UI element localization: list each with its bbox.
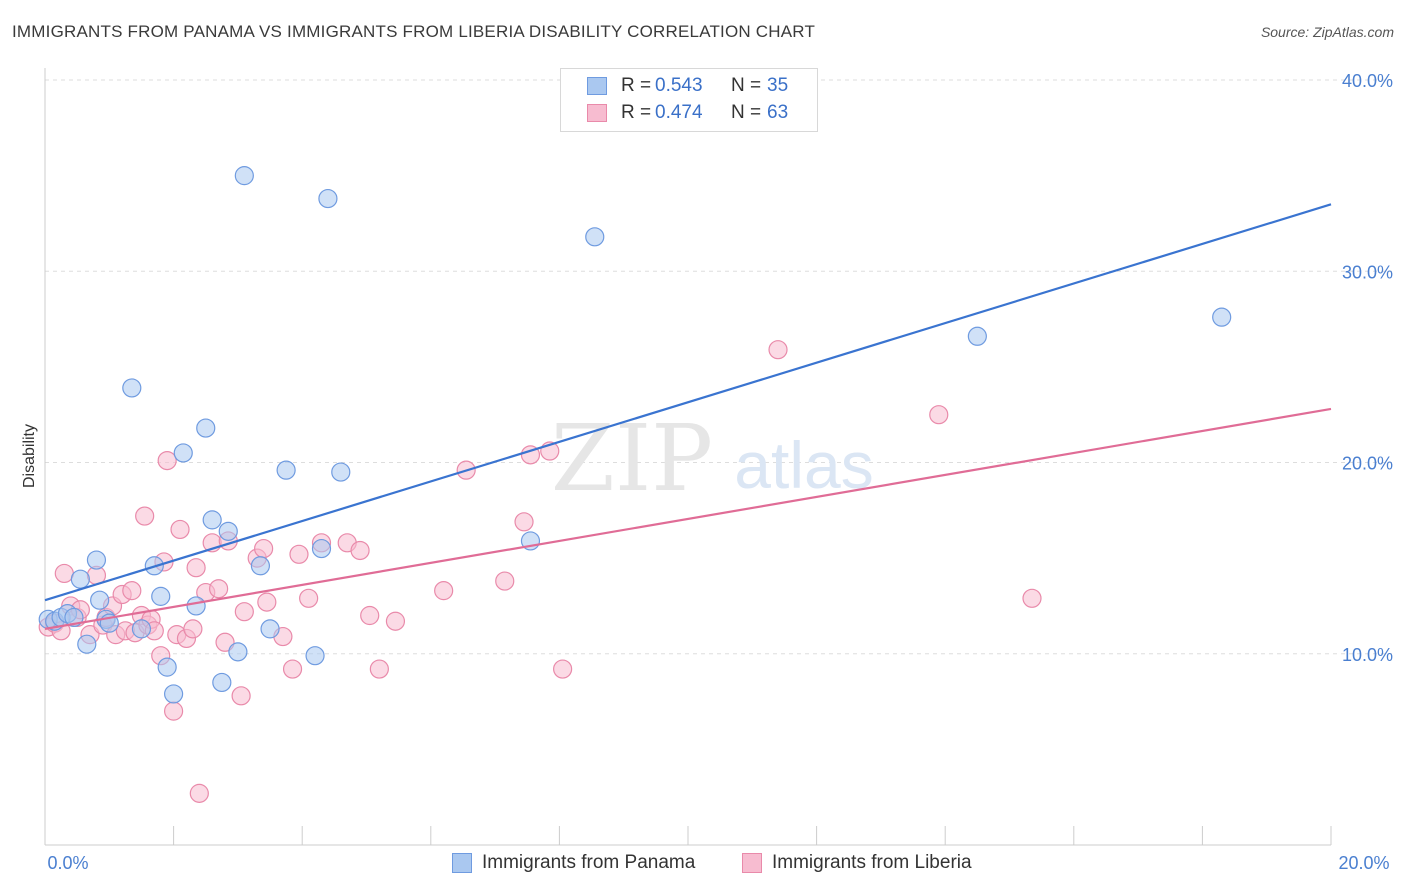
liberia-point xyxy=(553,659,573,679)
legend-swatch-liberia xyxy=(587,104,607,122)
liberia-trend-line xyxy=(44,407,1332,630)
bottom-legend-swatch-liberia xyxy=(742,853,762,873)
liberia-point xyxy=(369,659,389,679)
panama-point xyxy=(173,443,193,463)
panama-point xyxy=(164,684,184,704)
bottom-legend-liberia[interactable]: Immigrants from Liberia xyxy=(742,852,972,874)
x-tick-label: 20.0% xyxy=(1338,853,1389,873)
panama-point xyxy=(151,586,171,606)
panama-point xyxy=(90,590,110,610)
panama-point xyxy=(218,521,238,541)
panama-point xyxy=(585,227,605,247)
legend-r-label: R = xyxy=(621,102,652,123)
liberia-point xyxy=(929,405,949,425)
liberia-points xyxy=(38,340,1042,803)
liberia-point xyxy=(122,581,142,601)
liberia-point xyxy=(209,579,229,599)
liberia-point xyxy=(282,659,303,679)
liberia-point xyxy=(170,519,190,540)
liberia-point xyxy=(514,512,534,532)
liberia-point xyxy=(189,783,209,803)
y-tick-label: 10.0% xyxy=(1342,645,1393,665)
liberia-point xyxy=(1022,588,1042,608)
bottom-legend-swatch-panama xyxy=(452,853,472,873)
bottom-legend-label-liberia: Immigrants from Liberia xyxy=(772,852,972,873)
panama-point xyxy=(212,672,232,693)
panama-point xyxy=(250,556,271,576)
panama-point xyxy=(196,418,216,438)
panama-point xyxy=(311,538,332,559)
panama-point xyxy=(1212,307,1232,327)
panama-point xyxy=(967,326,987,346)
source-label: Source: ZipAtlas.com xyxy=(1260,24,1394,40)
bottom-legend-panama[interactable]: Immigrants from Panama xyxy=(452,852,695,874)
liberia-point xyxy=(186,558,206,578)
panama-point xyxy=(157,657,177,677)
liberia-point xyxy=(385,611,406,631)
legend-r-value-panama: 0.543 xyxy=(655,75,703,96)
panama-point xyxy=(70,569,90,589)
y-tick-label: 40.0% xyxy=(1342,71,1393,91)
liberia-point xyxy=(768,340,788,360)
tick-labels: 10.0% 20.0% 30.0% 40.0% 0.0% 20.0% xyxy=(47,71,1393,873)
liberia-point xyxy=(164,701,184,721)
liberia-point xyxy=(495,571,515,591)
panama-point xyxy=(260,619,280,639)
liberia-point xyxy=(257,592,277,612)
panama-point xyxy=(186,596,206,616)
stats-legend: R = 0.543 N = 35 R = 0.474 N = 63 xyxy=(560,68,818,132)
liberia-point xyxy=(360,605,380,626)
panama-point xyxy=(77,634,97,654)
bottom-legend-label-panama: Immigrants from Panama xyxy=(482,852,696,873)
liberia-point xyxy=(215,632,235,652)
panama-point xyxy=(131,619,152,639)
legend-n-label: N = xyxy=(731,102,762,123)
chart-title: IMMIGRANTS FROM PANAMA VS IMMIGRANTS FRO… xyxy=(12,22,816,41)
liberia-point xyxy=(54,563,74,584)
panama-trend-line xyxy=(44,203,1332,602)
y-tick-label: 30.0% xyxy=(1342,262,1393,282)
legend-swatch-panama xyxy=(587,77,607,95)
grid-layer xyxy=(44,79,1392,845)
y-tick-label: 20.0% xyxy=(1342,454,1393,474)
panama-point xyxy=(228,642,248,662)
legend-n-value-panama: 35 xyxy=(767,75,789,96)
legend-r-label: R = xyxy=(621,75,652,96)
liberia-point xyxy=(254,538,274,559)
legend-row-liberia: R = 0.474 N = 63 xyxy=(587,100,788,126)
legend-n-value-liberia: 63 xyxy=(767,102,789,123)
legend-row-panama: R = 0.543 N = 35 xyxy=(587,73,788,99)
liberia-point xyxy=(183,619,203,639)
legend-r-value-liberia: 0.474 xyxy=(655,102,703,123)
panama-point xyxy=(276,460,296,480)
y-axis-label: Disability xyxy=(21,424,38,488)
x-tick-label: 0.0% xyxy=(47,853,88,873)
panama-point xyxy=(202,510,222,530)
panama-point xyxy=(318,188,338,209)
liberia-point xyxy=(350,540,370,561)
legend-n-label: N = xyxy=(731,75,762,96)
liberia-point xyxy=(231,686,251,706)
trend-lines xyxy=(44,203,1332,630)
watermark: ZIP atlas xyxy=(551,405,874,512)
axis-layer xyxy=(44,68,1331,846)
liberia-point xyxy=(289,544,309,564)
liberia-point xyxy=(434,581,454,601)
panama-point xyxy=(86,550,107,570)
liberia-point xyxy=(135,506,155,526)
panama-points xyxy=(38,166,1232,704)
liberia-point xyxy=(157,450,177,471)
panama-point xyxy=(64,607,84,628)
watermark-zip: ZIP xyxy=(551,405,713,512)
watermark-atlas: atlas xyxy=(734,428,873,502)
panama-point xyxy=(305,646,325,666)
liberia-point xyxy=(299,588,319,608)
panama-point xyxy=(234,166,254,186)
liberia-point xyxy=(234,602,254,622)
panama-point xyxy=(331,462,351,482)
panama-point xyxy=(122,378,142,398)
